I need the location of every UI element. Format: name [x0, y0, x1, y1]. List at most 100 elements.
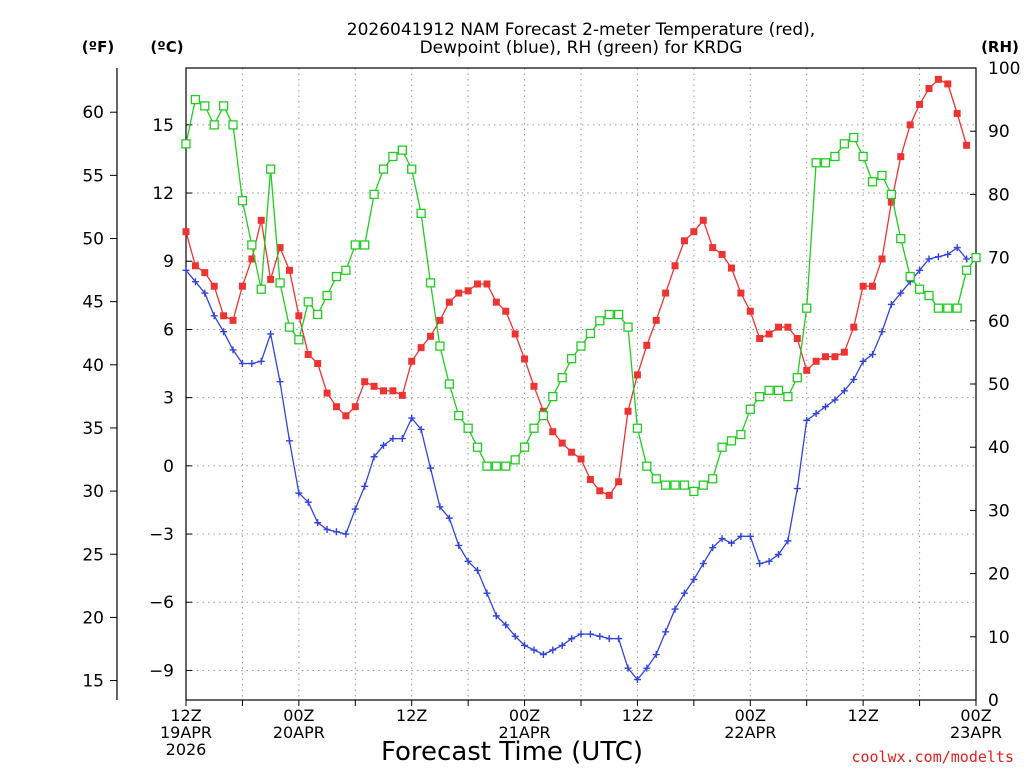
data-point [332, 528, 340, 536]
data-point [737, 289, 745, 297]
celsius-unit-label: (ºC) [150, 38, 183, 56]
data-point [276, 378, 284, 386]
x-tick-label: 22APR [724, 723, 776, 742]
data-point [652, 316, 660, 324]
data-point [342, 412, 350, 420]
celsius-tick-label: 3 [163, 389, 174, 409]
data-point [463, 423, 473, 433]
data-point [793, 335, 801, 343]
x-tick-label: 19APR [160, 723, 212, 742]
data-point [775, 551, 782, 559]
celsius-tick-label: −3 [149, 525, 174, 545]
data-point [850, 375, 858, 383]
data-point [963, 255, 971, 263]
data-point [756, 560, 764, 568]
data-point [615, 635, 623, 643]
data-point [538, 410, 549, 421]
data-point [811, 158, 821, 168]
data-point [228, 120, 238, 130]
data-point [201, 289, 209, 297]
rh-tick-label: 10 [988, 628, 1010, 648]
series-line [185, 98, 977, 493]
data-point [887, 300, 895, 308]
data-point [284, 322, 295, 332]
data-point [502, 307, 510, 315]
data-point [267, 275, 275, 283]
data-point [831, 353, 839, 361]
data-point [323, 525, 331, 533]
data-point [314, 519, 322, 527]
data-point [502, 621, 510, 629]
data-point [934, 253, 942, 261]
axis-ticks: 15129630−3−6−960555045403530252015100908… [82, 59, 1020, 759]
data-point [596, 487, 604, 495]
fahrenheit-tick-label: 45 [82, 293, 104, 313]
x-tick-label: 00Z [509, 706, 540, 725]
data-point [427, 464, 435, 472]
data-point [878, 328, 886, 336]
data-point [784, 323, 792, 331]
data-point [577, 455, 585, 463]
data-point [350, 240, 360, 250]
data-point [886, 189, 897, 200]
data-point [867, 177, 878, 187]
data-point [190, 94, 201, 105]
rh-tick-label: 60 [988, 312, 1010, 332]
data-point [482, 461, 492, 471]
data-point [530, 382, 538, 390]
data-point [839, 139, 849, 149]
data-point [370, 382, 378, 390]
data-point [191, 278, 199, 286]
data-point [916, 100, 924, 108]
rh-tick-label: 90 [988, 122, 1010, 142]
data-point [680, 237, 688, 245]
data-point [840, 348, 848, 356]
data-point [605, 635, 613, 643]
data-point [521, 641, 529, 649]
data-point [783, 391, 793, 402]
data-point [285, 266, 293, 274]
data-point [952, 303, 962, 313]
data-point [887, 198, 895, 206]
data-point [651, 474, 661, 484]
x-tick-label: 23APR [950, 723, 1002, 742]
data-point [435, 341, 445, 351]
data-point [229, 346, 237, 354]
data-point [718, 535, 726, 543]
data-point [220, 328, 228, 336]
data-point [267, 330, 275, 338]
data-point [690, 576, 698, 584]
data-point [586, 475, 594, 483]
data-point [351, 403, 359, 411]
data-point [492, 612, 500, 620]
data-point [624, 407, 632, 415]
x-tick-label: 00Z [735, 706, 766, 725]
data-point [925, 84, 933, 92]
data-point [717, 442, 727, 452]
data-point [576, 341, 586, 351]
data-point [220, 312, 228, 320]
data-point [370, 453, 378, 461]
data-point [210, 312, 218, 320]
data-point [313, 309, 323, 320]
fahrenheit-tick-label: 20 [82, 608, 104, 628]
data-point [660, 480, 671, 490]
data-point [924, 290, 934, 301]
data-point [248, 360, 256, 368]
data-point [726, 436, 737, 446]
data-point [295, 312, 303, 320]
data-point [746, 307, 754, 315]
data-point [361, 482, 369, 490]
data-point [765, 557, 773, 565]
rh-tick-label: 30 [988, 501, 1010, 521]
data-point [605, 491, 613, 499]
data-point [378, 164, 389, 174]
series-relative-humidity [181, 94, 981, 497]
data-point [633, 676, 641, 684]
data-point [539, 651, 547, 659]
data-point [822, 353, 830, 361]
data-point [934, 75, 942, 83]
data-point [210, 282, 218, 290]
data-point [944, 80, 952, 88]
